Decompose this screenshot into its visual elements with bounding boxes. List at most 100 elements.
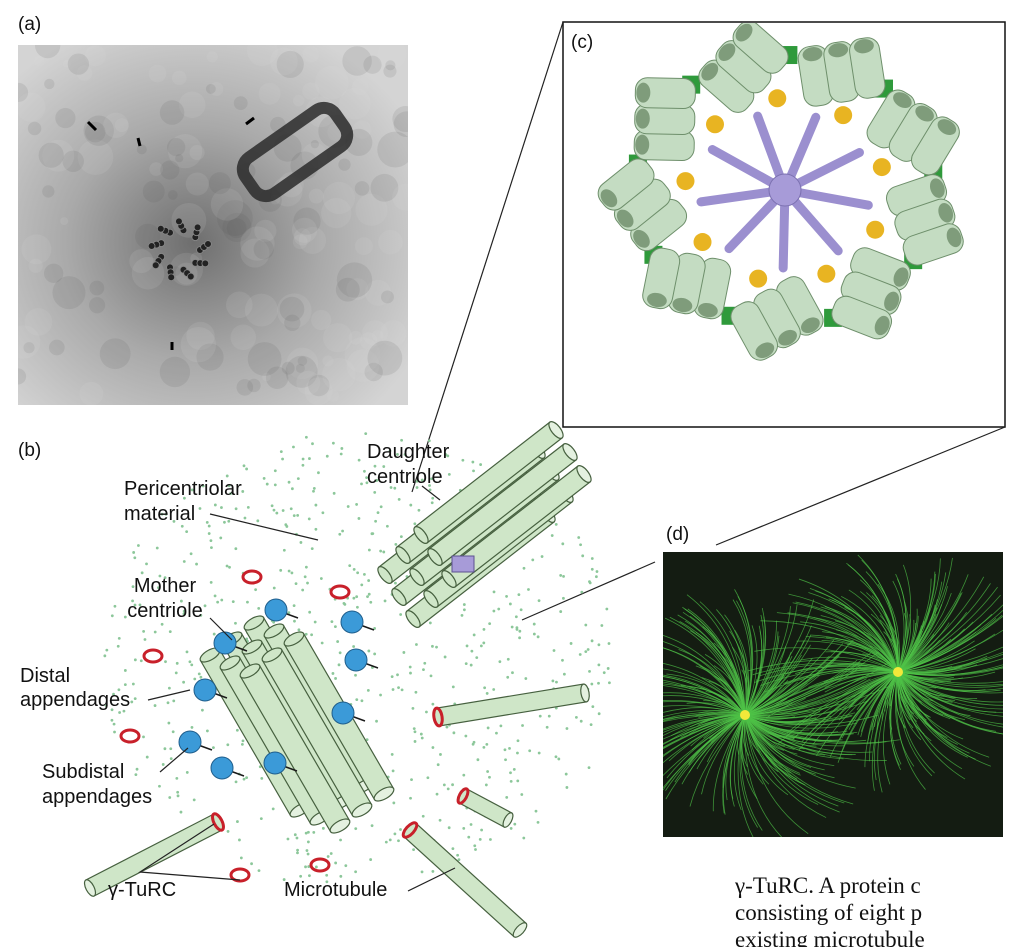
- texture: [205, 83, 216, 94]
- pcm-dot: [366, 688, 370, 692]
- texture: [302, 82, 320, 100]
- texture: [377, 45, 407, 69]
- pcm-dot: [287, 480, 291, 484]
- pcm-dot: [180, 524, 184, 528]
- pcm-dot: [203, 604, 207, 608]
- pcm-dot: [223, 520, 226, 524]
- texture: [359, 332, 378, 350]
- tubule-lumen: [718, 43, 736, 62]
- pcm-dot: [167, 686, 171, 690]
- texture: [196, 343, 224, 371]
- pcm-dot: [516, 779, 520, 783]
- texture: [392, 105, 408, 132]
- cylinder-end: [413, 526, 429, 544]
- pcm-dot: [153, 630, 157, 634]
- triplet: [151, 261, 160, 270]
- panel-label: (c): [571, 32, 593, 53]
- cylinder-end: [512, 922, 528, 938]
- pcm-dot: [171, 730, 175, 734]
- microtubule: [897, 576, 985, 673]
- pcm-dot: [140, 571, 144, 575]
- texture: [185, 172, 209, 196]
- pcm-dot: [259, 817, 263, 820]
- microtubule: [897, 671, 1003, 706]
- pcm-dot: [516, 739, 520, 743]
- pcm-dot: [321, 826, 325, 830]
- arrow: [136, 137, 142, 147]
- panel-label: (b): [18, 440, 41, 461]
- microtubule: [744, 714, 840, 813]
- pcm-dot: [112, 692, 115, 696]
- pcm-dot: [412, 727, 416, 731]
- cylinder-end: [329, 818, 351, 834]
- texture: [18, 92, 46, 122]
- zoom-line: [411, 21, 564, 493]
- microtubule: [744, 711, 821, 720]
- texture: [311, 309, 332, 331]
- cylinder-end: [263, 623, 285, 639]
- pcm-dot: [399, 613, 403, 616]
- pcm-dot: [492, 609, 496, 613]
- pcm-dot: [142, 735, 145, 739]
- triplet: [831, 247, 911, 340]
- gamma-turc: [329, 584, 351, 600]
- cylinder-end: [432, 706, 444, 728]
- pcm-dot: [130, 700, 134, 704]
- texture: [79, 381, 104, 405]
- pcm-dot: [355, 503, 358, 506]
- pcm-dot: [587, 766, 591, 770]
- texture: [265, 366, 289, 389]
- microtubule: [825, 651, 899, 673]
- annotation: centriole: [367, 466, 443, 488]
- texture: [84, 45, 106, 67]
- pcm-dot: [442, 783, 446, 787]
- texture: [76, 65, 93, 81]
- pcm-dot: [257, 869, 261, 873]
- microtubule: [744, 625, 758, 716]
- pcm-dot: [320, 641, 324, 645]
- pcm-dot: [436, 763, 440, 767]
- pcm-dot: [296, 513, 300, 517]
- texture: [304, 377, 333, 405]
- cylinder-end: [283, 631, 305, 647]
- microtubule: [712, 714, 746, 812]
- texture: [253, 239, 274, 260]
- pcm-dot: [584, 650, 588, 654]
- texture: [292, 234, 308, 250]
- texture: [42, 185, 55, 198]
- microtubule: [897, 601, 909, 673]
- texture: [308, 188, 324, 204]
- microtubule: [663, 695, 746, 716]
- tubule-lumen: [828, 43, 849, 58]
- tubule-lumen: [672, 297, 693, 313]
- texture: [240, 238, 270, 268]
- texture: [18, 325, 41, 359]
- pcm-dot: [562, 596, 565, 600]
- pcm-dot: [390, 675, 394, 678]
- microtubule: [744, 631, 779, 716]
- pcm-dot: [286, 837, 290, 841]
- pcm-dot: [590, 682, 594, 686]
- microtubule: [686, 594, 746, 716]
- cylinder-end: [409, 568, 425, 586]
- pcm-dot: [551, 679, 555, 683]
- pcm-dot: [272, 620, 276, 624]
- pcm-dot: [364, 432, 368, 436]
- pcm-dot: [138, 603, 142, 607]
- pcm-dot: [608, 681, 611, 685]
- pcm-dot: [474, 848, 477, 851]
- pcm-dot: [117, 688, 121, 692]
- microtubule: [663, 713, 746, 721]
- microtubule: [836, 629, 899, 673]
- pcm-dot: [597, 643, 601, 647]
- texture: [342, 46, 372, 76]
- texture: [293, 207, 321, 235]
- pcm-dot: [305, 849, 309, 852]
- pcm-dot: [231, 600, 235, 603]
- pcm-dot: [220, 506, 223, 509]
- pcm-dot: [175, 776, 179, 780]
- pcm-dot: [145, 562, 148, 566]
- cylinder-end: [580, 683, 590, 703]
- texture: [338, 158, 351, 171]
- microtubule: [663, 701, 746, 716]
